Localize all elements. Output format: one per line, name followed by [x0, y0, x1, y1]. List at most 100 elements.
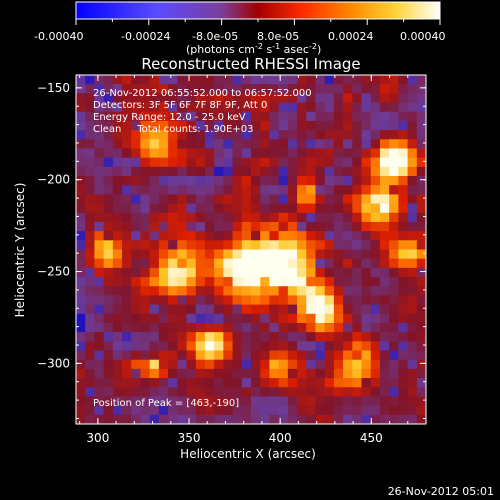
heatmap-cell — [214, 212, 224, 223]
heatmap-cell — [287, 249, 298, 260]
heatmap-cell — [370, 341, 381, 352]
heatmap-cell — [398, 203, 409, 214]
heatmap-cell — [158, 231, 169, 241]
heatmap-cell — [232, 139, 243, 150]
heatmap-cell — [214, 341, 224, 352]
heatmap-cell — [278, 414, 289, 424]
heatmap-cell — [370, 148, 381, 159]
heatmap-cell — [241, 267, 252, 278]
heatmap-cell — [85, 166, 96, 177]
heatmap-cell — [389, 378, 399, 388]
footer-timestamp: 26-Nov-2012 05:01 — [388, 485, 494, 498]
heatmap-cell — [186, 203, 197, 214]
colorbar-tick-label: -0.00040 — [34, 30, 83, 43]
heatmap-cell — [260, 194, 271, 205]
heatmap-cell — [195, 396, 206, 407]
heatmap-cell — [315, 322, 326, 333]
heatmap-cell — [352, 304, 363, 315]
heatmap-cell — [306, 75, 317, 85]
heatmap-cell — [333, 120, 344, 131]
heatmap-cell — [241, 341, 252, 352]
x-tick-label: 450 — [360, 431, 383, 445]
heatmap-cell — [278, 277, 289, 287]
heatmap-cell — [278, 75, 289, 85]
heatmap-cell — [103, 267, 114, 278]
heatmap-cell — [297, 185, 307, 195]
heatmap-cell — [195, 102, 206, 113]
heatmap-cell — [343, 166, 353, 177]
heatmap-cell — [343, 203, 353, 214]
heatmap-cell — [398, 148, 409, 159]
heatmap-cell — [232, 341, 243, 352]
y-tick-label: −250 — [37, 265, 70, 279]
heatmap-cell — [260, 387, 271, 398]
heatmap-cell — [260, 405, 271, 416]
heatmap-cell — [278, 203, 289, 214]
heatmap-cell — [140, 277, 151, 287]
heatmap-cell — [232, 157, 243, 168]
heatmap-cell — [416, 258, 426, 269]
heatmap-cell — [361, 120, 372, 131]
heatmap-cell — [306, 304, 317, 315]
heatmap-cell — [287, 322, 298, 333]
heatmap-cell — [398, 139, 409, 150]
heatmap-cell — [177, 102, 188, 113]
heatmap-cell — [186, 120, 197, 131]
heatmap-cell — [76, 378, 86, 388]
heatmap-cell — [94, 322, 105, 333]
heatmap-cell — [407, 405, 418, 416]
heatmap-cell — [306, 148, 317, 159]
heatmap-cell — [131, 120, 142, 131]
heatmap-cell — [389, 231, 399, 241]
heatmap-cell — [269, 231, 280, 241]
heatmap-cell — [232, 414, 243, 424]
heatmap-cell — [85, 130, 96, 140]
heatmap-cell — [407, 203, 418, 214]
heatmap-cell — [352, 387, 363, 398]
heatmap-cell — [112, 148, 123, 159]
heatmap-cell — [251, 148, 261, 159]
heatmap-cell — [352, 203, 363, 214]
heatmap-cell — [76, 111, 86, 122]
heatmap-cell — [131, 139, 142, 150]
heatmap-cell — [112, 194, 123, 205]
heatmap-cell — [94, 120, 105, 131]
heatmap-cell — [398, 332, 409, 342]
energy-annotation: Energy Range: 12.0 - 25.0 keV — [93, 112, 246, 123]
heatmap-cell — [361, 221, 372, 232]
heatmap-cell — [85, 267, 96, 278]
heatmap-cell — [306, 341, 317, 352]
heatmap-cell — [186, 221, 197, 232]
heatmap-cell — [333, 212, 344, 223]
heatmap-cell — [241, 212, 252, 223]
heatmap-cell — [315, 240, 326, 251]
heatmap-cell — [131, 212, 142, 223]
heatmap-cell — [379, 249, 390, 260]
heatmap-cell — [131, 258, 142, 269]
heatmap-cell — [103, 295, 114, 306]
heatmap-cell — [297, 120, 307, 131]
heatmap-cell — [260, 378, 271, 388]
heatmap-cell — [122, 405, 132, 416]
heatmap-cell — [76, 414, 86, 424]
heatmap-cell — [223, 157, 234, 168]
heatmap-cell — [214, 322, 224, 333]
heatmap-cell — [214, 304, 224, 315]
heatmap-cell — [94, 130, 105, 140]
heatmap-cell — [379, 368, 390, 379]
heatmap-cell — [177, 75, 188, 85]
heatmap-cell — [103, 176, 114, 186]
heatmap-cell — [370, 368, 381, 379]
heatmap-cell — [333, 350, 344, 361]
heatmap-cell — [85, 102, 96, 113]
heatmap-cell — [158, 93, 169, 104]
heatmap-cell — [251, 387, 261, 398]
heatmap-cell — [416, 387, 426, 398]
heatmap-cell — [287, 277, 298, 287]
heatmap-cell — [379, 258, 390, 269]
heatmap-cell — [140, 166, 151, 177]
heatmap-cell — [278, 240, 289, 251]
heatmap-cell — [186, 304, 197, 315]
heatmap-cell — [140, 130, 151, 140]
heatmap-cell — [269, 396, 280, 407]
